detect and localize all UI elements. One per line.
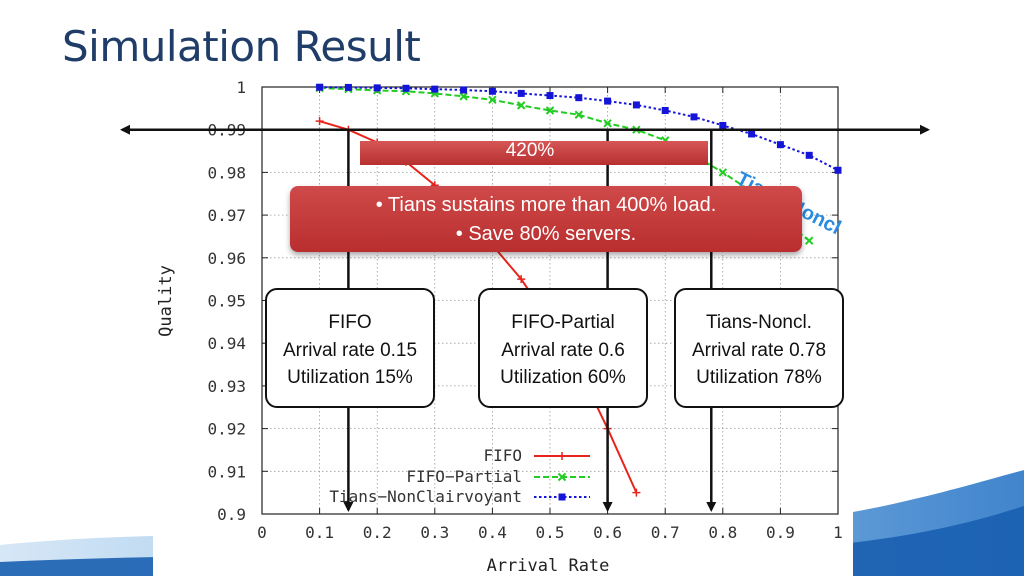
data-point	[373, 84, 381, 92]
data-point	[574, 110, 584, 119]
data-point	[315, 117, 324, 126]
x-tick-label: 0.8	[708, 523, 737, 542]
slide-title: Simulation Result	[62, 22, 421, 71]
y-tick-label: 0.97	[207, 206, 246, 225]
x-tick-label: 0	[257, 523, 267, 542]
y-tick-label: 0.93	[207, 377, 246, 396]
data-point	[546, 92, 554, 100]
data-point	[488, 87, 496, 95]
info-box-title: FIFO	[328, 312, 372, 333]
summary-callout: • Tians sustains more than 400% load. • …	[290, 186, 802, 252]
info-box-title: Tians-Noncl.	[706, 312, 812, 333]
info-box-rate: Arrival rate 0.15	[282, 339, 418, 361]
data-point	[805, 151, 813, 159]
data-point	[545, 106, 555, 115]
data-point	[575, 94, 583, 102]
y-axis-label: Quality	[156, 265, 176, 337]
data-point	[516, 101, 526, 110]
x-axis-label: Arrival Rate	[487, 556, 610, 576]
y-tick-label: 0.94	[207, 334, 246, 353]
series-line	[319, 87, 810, 242]
legend-marker	[557, 472, 567, 482]
y-tick-label: 0.95	[207, 292, 246, 311]
x-tick-label: 0.7	[651, 523, 680, 542]
y-tick-label: 0.96	[207, 249, 246, 268]
callout-bullet: • Tians sustains more than 400% load.	[375, 194, 717, 216]
x-tick-label: 0.9	[766, 523, 795, 542]
info-box-fifo-partial: FIFO-Partial Arrival rate 0.6 Utilizatio…	[478, 288, 648, 408]
data-point	[632, 101, 640, 109]
data-point	[431, 85, 439, 93]
data-point	[834, 166, 842, 174]
callout-bullet: • Save 80% servers.	[455, 223, 637, 245]
info-box-util: Utilization 15%	[287, 367, 413, 388]
data-point	[517, 275, 526, 284]
data-point	[460, 86, 468, 94]
data-point	[690, 113, 698, 121]
info-box-util: Utilization 78%	[696, 367, 822, 388]
x-tick-label: 0.3	[420, 523, 449, 542]
data-point	[517, 89, 525, 97]
info-box-rate: Arrival rate 0.6	[501, 339, 625, 361]
legend-label: Tians−NonClairvoyant	[329, 487, 522, 506]
data-point	[719, 121, 727, 129]
x-tick-label: 0.6	[593, 523, 622, 542]
data-point	[632, 488, 641, 497]
data-point	[344, 83, 352, 91]
data-point	[748, 130, 756, 138]
data-point	[459, 92, 468, 101]
data-point	[402, 84, 410, 92]
data-point	[661, 106, 669, 114]
y-tick-labels: 0.90.910.920.930.940.950.960.970.980.991	[207, 78, 246, 524]
data-point	[316, 83, 324, 91]
legend-marker	[558, 452, 566, 460]
x-tick-label: 0.5	[536, 523, 565, 542]
x-tick-label: 0.2	[363, 523, 392, 542]
load-gain-label: 420%	[505, 140, 555, 161]
legend-marker	[558, 493, 566, 501]
y-tick-label: 0.91	[207, 462, 246, 481]
data-point	[804, 236, 814, 245]
x-tick-labels: 0 0.1 0.2 0.3 0.4 0.5 0.6 0.7 0.8 0.9 1	[257, 523, 843, 542]
y-tick-label: 1	[236, 78, 246, 97]
info-box-title: FIFO-Partial	[511, 312, 615, 333]
data-point	[488, 95, 497, 105]
x-tick-label: 1	[833, 523, 843, 542]
data-point	[776, 141, 784, 149]
y-tick-label: 0.9	[217, 505, 246, 524]
info-box-fifo: FIFO Arrival rate 0.15 Utilization 15%	[265, 288, 435, 408]
data-point	[604, 97, 612, 105]
y-tick-label: 0.98	[207, 163, 246, 182]
y-tick-label: 0.92	[207, 420, 246, 439]
info-box-util: Utilization 60%	[500, 367, 626, 388]
load-gain-bar	[360, 141, 708, 165]
info-box-tians: Tians-Noncl. Arrival rate 0.78 Utilizati…	[674, 288, 844, 408]
x-tick-label: 0.4	[478, 523, 507, 542]
x-tick-label: 0.1	[305, 523, 334, 542]
legend-label: FIFO−Partial	[406, 467, 522, 486]
info-box-rate: Arrival rate 0.78	[691, 339, 827, 361]
legend-label: FIFO	[483, 446, 522, 465]
data-point	[718, 168, 728, 177]
